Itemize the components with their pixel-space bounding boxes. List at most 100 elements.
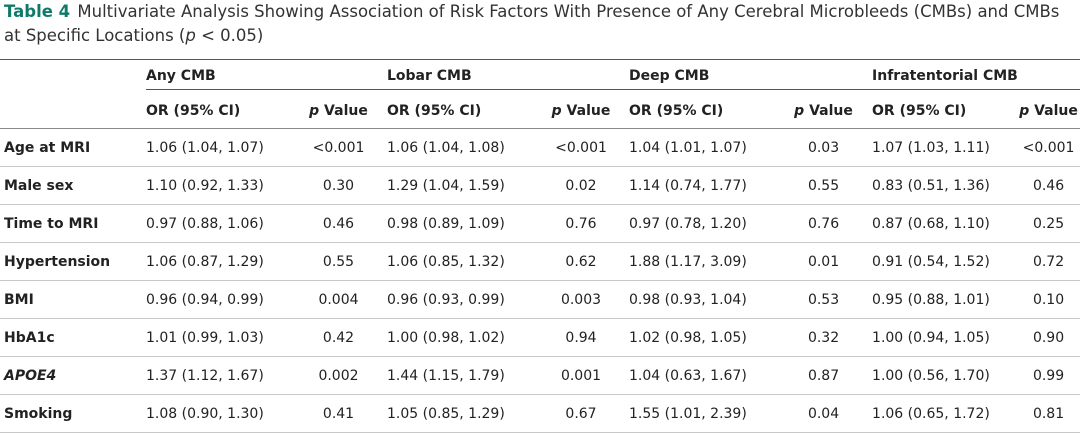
or-ci-cell: 0.87 (0.68, 1.10) xyxy=(872,204,1018,243)
p-value-word: Value xyxy=(804,103,853,119)
p-value-cell: 0.42 xyxy=(290,318,387,357)
table-row: HbA1c 1.01 (0.99, 1.03) 0.42 1.00 (0.98, 1.… xyxy=(0,318,1080,357)
or-ci-cell: 1.00 (0.56, 1.70) xyxy=(872,356,1018,395)
table-label: Table 4 xyxy=(4,2,71,21)
table-row: Time to MRI 0.97 (0.88, 1.06) 0.46 0.98 (0.… xyxy=(0,204,1080,243)
or-ci-cell: 0.96 (0.94, 0.99) xyxy=(146,280,290,319)
p-value-cell: <0.001 xyxy=(533,128,630,167)
or-ci-cell: 1.08 (0.90, 1.30) xyxy=(146,394,290,433)
p-value-cell: 0.76 xyxy=(533,204,630,243)
or-ci-cell: 1.05 (0.85, 1.29) xyxy=(387,394,533,433)
group-header-row: Any CMB Lobar CMB Deep CMB Infratentoria… xyxy=(0,60,1080,94)
p-value-cell: 0.53 xyxy=(775,280,873,319)
caption-rule xyxy=(0,59,1080,60)
p-value-cell: <0.001 xyxy=(1017,128,1080,167)
table-row: BMI 0.96 (0.94, 0.99) 0.004 0.96 (0.93, 0.9… xyxy=(0,280,1080,319)
or-ci-cell: 1.04 (0.63, 1.67) xyxy=(629,356,776,395)
row-label: BMI xyxy=(0,280,146,319)
p-symbol: p xyxy=(551,103,562,119)
or-ci-cell: 1.10 (0.92, 1.33) xyxy=(146,166,290,205)
p-value-cell: 0.94 xyxy=(533,318,630,357)
p-value-header: p Value xyxy=(775,94,873,129)
or-ci-cell: 1.07 (1.03, 1.11) xyxy=(872,128,1018,167)
row-label: Smoking xyxy=(0,394,146,433)
or-ci-cell: 1.06 (0.65, 1.72) xyxy=(872,394,1018,433)
or-ci-cell: 1.29 (1.04, 1.59) xyxy=(387,166,533,205)
group-label: Infratentorial CMB xyxy=(872,68,1080,90)
p-value-cell: 0.46 xyxy=(1017,166,1080,205)
or-ci-cell: 0.97 (0.78, 1.20) xyxy=(629,204,776,243)
p-value-cell: 0.81 xyxy=(1017,394,1080,433)
or-ci-cell: 0.96 (0.93, 0.99) xyxy=(387,280,533,319)
or-ci-cell: 1.06 (0.87, 1.29) xyxy=(146,242,290,281)
p-value-cell: 0.001 xyxy=(533,356,630,395)
table-row: Smoking 1.08 (0.90, 1.30) 0.41 1.05 (0.85, … xyxy=(0,394,1080,433)
or-ci-cell: 0.98 (0.89, 1.09) xyxy=(387,204,533,243)
p-value-cell: 0.87 xyxy=(775,356,873,395)
group-header-deep: Deep CMB xyxy=(629,60,873,94)
or-ci-header: OR (95% CI) xyxy=(629,94,776,129)
p-value-cell: 0.46 xyxy=(290,204,387,243)
p-value-cell: 0.41 xyxy=(290,394,387,433)
or-ci-cell: 1.06 (1.04, 1.07) xyxy=(146,128,290,167)
or-ci-cell: 1.06 (1.04, 1.08) xyxy=(387,128,533,167)
results-table: Any CMB Lobar CMB Deep CMB Infratentoria… xyxy=(0,60,1080,433)
or-ci-cell: 1.00 (0.94, 1.05) xyxy=(872,318,1018,357)
row-label: Male sex xyxy=(0,166,146,205)
caption-p-symbol: p xyxy=(185,26,196,45)
row-label: APOE4 xyxy=(0,356,146,395)
or-ci-cell: 0.98 (0.93, 1.04) xyxy=(629,280,776,319)
or-ci-cell: 1.14 (0.74, 1.77) xyxy=(629,166,776,205)
or-ci-cell: 1.37 (1.12, 1.67) xyxy=(146,356,290,395)
row-label: Hypertension xyxy=(0,242,146,281)
table-row: Hypertension 1.06 (0.87, 1.29) 0.55 1.06 (0… xyxy=(0,242,1080,281)
or-ci-cell: 0.91 (0.54, 1.52) xyxy=(872,242,1018,281)
group-header-any: Any CMB xyxy=(146,60,387,94)
p-value-word: Value xyxy=(1029,103,1078,119)
p-value-word: Value xyxy=(561,103,611,119)
table-row: Male sex 1.10 (0.92, 1.33) 0.30 1.29 (1.04,… xyxy=(0,166,1080,205)
or-ci-header: OR (95% CI) xyxy=(387,94,533,129)
p-value-cell: 0.01 xyxy=(775,242,873,281)
p-value-cell: 0.003 xyxy=(533,280,630,319)
or-ci-cell: 1.44 (1.15, 1.79) xyxy=(387,356,533,395)
p-value-cell: 0.002 xyxy=(290,356,387,395)
or-ci-cell: 1.88 (1.17, 3.09) xyxy=(629,242,776,281)
group-header-lobar: Lobar CMB xyxy=(387,60,630,94)
p-value-cell: 0.25 xyxy=(1017,204,1080,243)
or-ci-cell: 0.97 (0.88, 1.06) xyxy=(146,204,290,243)
p-value-cell: 0.004 xyxy=(290,280,387,319)
table-caption: Table 4 Multivariate Analysis Showing As… xyxy=(4,0,1076,48)
p-value-header: p Value xyxy=(1017,94,1080,129)
p-value-cell: 0.55 xyxy=(775,166,873,205)
or-ci-cell: 1.01 (0.99, 1.03) xyxy=(146,318,290,357)
or-ci-cell: 1.06 (0.85, 1.32) xyxy=(387,242,533,281)
caption-text-b: < 0.05) xyxy=(195,26,264,45)
p-value-cell: 0.03 xyxy=(775,128,873,167)
or-ci-cell: 1.00 (0.98, 1.02) xyxy=(387,318,533,357)
group-header-infratentorial: Infratentorial CMB xyxy=(872,60,1080,94)
row-label: Age at MRI xyxy=(0,128,146,167)
group-label: Any CMB xyxy=(146,68,387,90)
or-ci-cell: 1.55 (1.01, 2.39) xyxy=(629,394,776,433)
p-symbol: p xyxy=(1019,103,1030,119)
p-value-cell: 0.10 xyxy=(1017,280,1080,319)
p-value-cell: 0.76 xyxy=(775,204,873,243)
p-value-cell: 0.30 xyxy=(290,166,387,205)
or-ci-cell: 1.02 (0.98, 1.05) xyxy=(629,318,776,357)
or-ci-header: OR (95% CI) xyxy=(872,94,1018,129)
p-value-cell: 0.72 xyxy=(1017,242,1080,281)
table-row: Age at MRI 1.06 (1.04, 1.07) <0.001 1.06 (1… xyxy=(0,128,1080,167)
table-body: Age at MRI 1.06 (1.04, 1.07) <0.001 1.06 (1… xyxy=(0,128,1080,433)
or-ci-cell: 1.04 (1.01, 1.07) xyxy=(629,128,776,167)
p-value-cell: 0.90 xyxy=(1017,318,1080,357)
sub-header-row: OR (95% CI) p Value OR (95% CI) p Value OR (… xyxy=(0,94,1080,129)
p-symbol: p xyxy=(309,103,320,119)
p-value-cell: <0.001 xyxy=(290,128,387,167)
stub-subheader xyxy=(0,94,146,129)
group-label: Lobar CMB xyxy=(387,68,630,90)
group-label: Deep CMB xyxy=(629,68,873,90)
p-value-cell: 0.67 xyxy=(533,394,630,433)
stub-header xyxy=(0,60,146,94)
or-ci-cell: 0.83 (0.51, 1.36) xyxy=(872,166,1018,205)
